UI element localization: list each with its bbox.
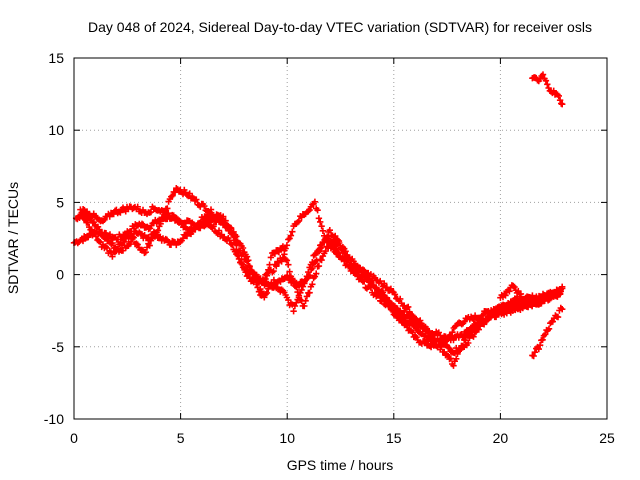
y-tick-label: -10 — [44, 411, 64, 427]
x-axis-label: GPS time / hours — [287, 457, 394, 473]
series-track-5 — [529, 71, 566, 108]
plot-frame — [73, 57, 608, 420]
x-tick-label: 20 — [493, 430, 509, 446]
y-tick-label: 10 — [48, 122, 64, 138]
data-point-markers — [529, 71, 566, 108]
x-tick-label: 5 — [177, 430, 185, 446]
y-tick-label: -5 — [52, 339, 65, 355]
chart-title: Day 048 of 2024, Sidereal Day-to-day VTE… — [88, 19, 592, 35]
axis-ticks: 0 5 10 15 20 25 -10 -5 0 5 10 15 — [44, 50, 615, 446]
series-track-8 — [486, 289, 564, 320]
y-tick-label: 0 — [56, 267, 64, 283]
data-point-markers — [70, 209, 566, 351]
series-track-1 — [70, 209, 566, 351]
series-track-4 — [77, 198, 553, 344]
x-tick-label: 15 — [386, 430, 402, 446]
series-track-3 — [72, 212, 521, 357]
data-point-markers — [486, 289, 564, 320]
y-tick-label: 5 — [56, 194, 64, 210]
data-point-markers — [77, 198, 553, 344]
series-track-6 — [529, 304, 566, 360]
x-tick-label: 10 — [279, 430, 295, 446]
y-axis-label: SDTVAR / TECUs — [5, 182, 21, 294]
grid — [74, 58, 607, 419]
x-tick-label: 25 — [599, 430, 615, 446]
x-tick-label: 0 — [70, 430, 78, 446]
data-point-markers — [72, 212, 521, 357]
data-points — [70, 71, 566, 369]
data-point-markers — [529, 304, 566, 360]
y-tick-label: 15 — [48, 50, 64, 66]
